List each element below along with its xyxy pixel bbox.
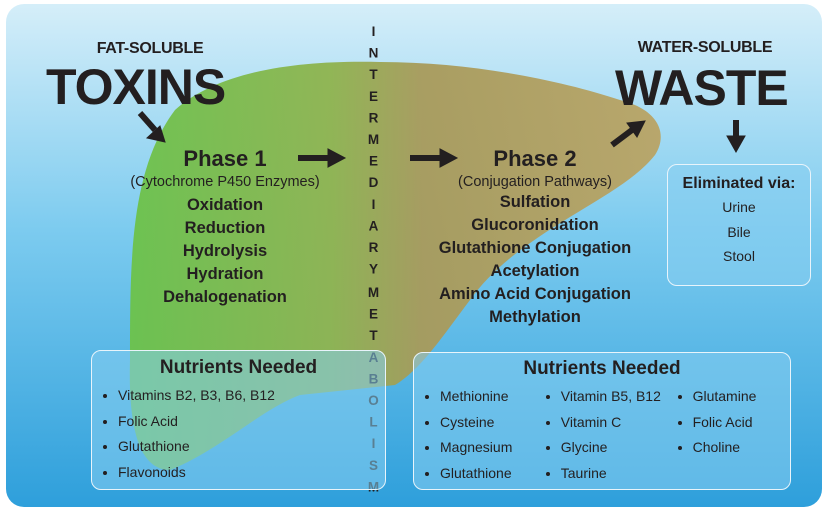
nutrient-columns: MethionineCysteineMagnesiumGlutathioneVi… bbox=[426, 384, 778, 486]
nutrient: Glycine bbox=[561, 435, 679, 461]
phase-title: Phase 2 bbox=[405, 146, 665, 172]
nutrients-box: Nutrients Needed MethionineCysteineMagne… bbox=[413, 352, 791, 490]
nutrient: Vitamin B5, B12 bbox=[561, 384, 679, 410]
phase-item: Hydration bbox=[100, 263, 350, 286]
phase-item: Acetylation bbox=[405, 260, 665, 283]
phase-item: Oxidation bbox=[100, 194, 350, 217]
elimination-item: Stool bbox=[668, 244, 810, 269]
nutrient: Flavonoids bbox=[118, 460, 373, 486]
elimination-item: Urine bbox=[668, 195, 810, 220]
nutrient: Vitamin C bbox=[561, 410, 679, 436]
nutrient-list: Vitamin B5, B12Vitamin CGlycineTaurine bbox=[547, 384, 679, 486]
nutrient: Folic Acid bbox=[693, 410, 778, 436]
nutrient: Magnesium bbox=[440, 435, 547, 461]
diagram: FAT-SOLUBLE TOXINS WATER-SOLUBLE WASTE I… bbox=[0, 0, 828, 510]
nutrients-box: Nutrients Needed Vitamins B2, B3, B6, B1… bbox=[91, 350, 386, 490]
nutrient: Folic Acid bbox=[118, 409, 373, 435]
box-title: Nutrients Needed bbox=[426, 358, 778, 380]
phase-item: Amino Acid Conjugation bbox=[405, 283, 665, 306]
right-label: WATER-SOLUBLE bbox=[620, 39, 790, 57]
phase-item: Hydrolysis bbox=[100, 240, 350, 263]
phase1: Phase 1 (Cytochrome P450 Enzymes) Oxidat… bbox=[100, 146, 350, 309]
right-title: WASTE bbox=[615, 63, 788, 113]
left-label: FAT-SOLUBLE bbox=[70, 40, 230, 58]
phase-item: Glutathione Conjugation bbox=[405, 237, 665, 260]
left-title: TOXINS bbox=[46, 62, 225, 112]
phase-item: Reduction bbox=[100, 217, 350, 240]
nutrient: Glutathione bbox=[118, 434, 373, 460]
nutrient-list: MethionineCysteineMagnesiumGlutathione bbox=[426, 384, 547, 486]
nutrient-list: Vitamins B2, B3, B6, B12Folic AcidGlutat… bbox=[104, 383, 373, 485]
nutrient: Glutathione bbox=[440, 461, 547, 487]
nutrient: Methionine bbox=[440, 384, 547, 410]
phase2: Phase 2 (Conjugation Pathways) Sulfation… bbox=[405, 146, 665, 329]
phase-item: Methylation bbox=[405, 306, 665, 329]
phase-subtitle: (Cytochrome P450 Enzymes) bbox=[100, 174, 350, 190]
phase-title: Phase 1 bbox=[100, 146, 350, 172]
box-title: Nutrients Needed bbox=[104, 357, 373, 379]
nutrient: Glutamine bbox=[693, 384, 778, 410]
box-title: Eliminated via: bbox=[668, 175, 810, 193]
phase-item: Glucoronidation bbox=[405, 214, 665, 237]
nutrient: Vitamins B2, B3, B6, B12 bbox=[118, 383, 373, 409]
nutrient: Cysteine bbox=[440, 410, 547, 436]
phase-item: Dehalogenation bbox=[100, 286, 350, 309]
elimination-item: Bile bbox=[668, 220, 810, 245]
nutrient: Taurine bbox=[561, 461, 679, 487]
nutrient: Choline bbox=[693, 435, 778, 461]
phase-subtitle: (Conjugation Pathways) bbox=[405, 174, 665, 190]
nutrient-list: GlutamineFolic AcidCholine bbox=[679, 384, 778, 486]
vertical-word: INTERMEDIARY bbox=[366, 24, 381, 283]
phase-item: Sulfation bbox=[405, 191, 665, 214]
